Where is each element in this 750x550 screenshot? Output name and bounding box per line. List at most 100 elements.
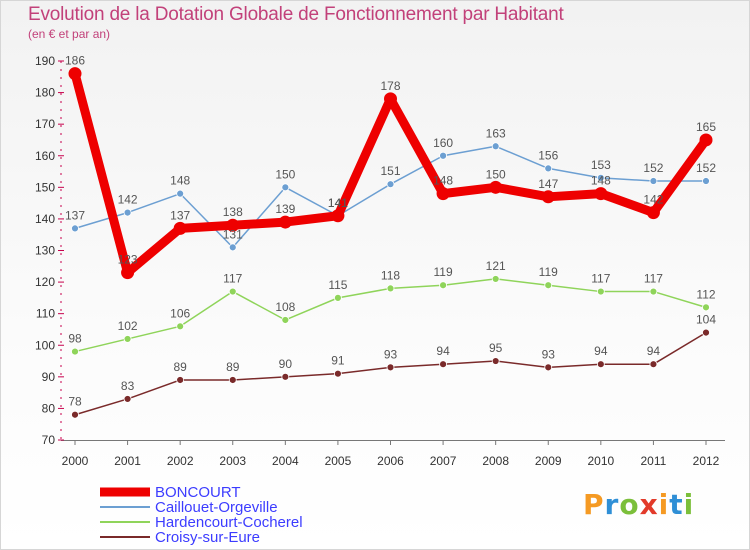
data-label-hardencourt-cocherel: 119 <box>539 265 558 279</box>
data-label-hardencourt-cocherel: 119 <box>434 265 453 279</box>
data-point-hardencourt-cocherel <box>123 335 132 343</box>
data-point-caillouet-orgeville <box>281 183 290 192</box>
data-label-boncourt: 123 <box>118 253 138 267</box>
data-point-boncourt <box>121 266 135 280</box>
data-point-caillouet-orgeville <box>176 189 185 198</box>
x-tick-label: 2002 <box>167 454 194 468</box>
x-tick-label: 2006 <box>377 454 404 468</box>
data-label-hardencourt-cocherel: 117 <box>591 272 610 286</box>
data-label-croisy-sur-eure: 94 <box>594 344 608 358</box>
x-tick-label: 2005 <box>325 454 352 468</box>
data-label-caillouet-orgeville: 150 <box>275 167 295 181</box>
y-tick-label: 170 <box>35 117 55 131</box>
x-tick-label: 2009 <box>535 454 562 468</box>
legend-label-croisy-sur-eure: Croisy-sur-Eure <box>155 529 260 546</box>
y-tick-label: 140 <box>35 212 55 226</box>
y-tick-label: 110 <box>36 307 55 321</box>
x-tick-label: 2010 <box>587 454 614 468</box>
data-label-boncourt: 142 <box>643 193 663 207</box>
data-point-croisy-sur-eure <box>386 363 395 372</box>
y-tick-label: 130 <box>35 244 55 258</box>
data-label-caillouet-orgeville: 131 <box>223 227 243 241</box>
data-point-croisy-sur-eure <box>123 395 132 403</box>
data-point-caillouet-orgeville <box>439 151 447 160</box>
data-point-boncourt <box>699 133 713 147</box>
logo-letter: i <box>658 488 670 521</box>
data-label-caillouet-orgeville: 163 <box>486 126 506 140</box>
data-label-hardencourt-cocherel: 115 <box>328 278 347 292</box>
data-label-croisy-sur-eure: 93 <box>542 347 556 361</box>
data-point-croisy-sur-eure <box>71 410 79 419</box>
data-point-hardencourt-cocherel <box>71 347 79 356</box>
data-label-boncourt: 178 <box>380 79 400 93</box>
data-label-hardencourt-cocherel: 121 <box>486 259 506 273</box>
data-label-caillouet-orgeville: 142 <box>118 193 138 207</box>
x-tick-label: 2008 <box>482 454 509 468</box>
data-label-boncourt: 186 <box>65 54 85 68</box>
data-label-croisy-sur-eure: 104 <box>696 313 716 327</box>
y-tick-label: 160 <box>35 149 55 163</box>
series-line-croisy-sur-eure <box>74 331 707 416</box>
data-label-boncourt: 148 <box>591 174 611 188</box>
y-tick-label: 180 <box>35 86 55 100</box>
data-label-boncourt: 148 <box>433 174 453 188</box>
data-label-croisy-sur-eure: 83 <box>121 379 135 393</box>
x-tick-label: 2001 <box>114 454 141 468</box>
data-point-croisy-sur-eure <box>702 328 710 337</box>
data-label-croisy-sur-eure: 78 <box>68 395 82 409</box>
data-point-boncourt <box>384 92 397 106</box>
proxiti-logo: Proxiti <box>583 488 694 521</box>
data-point-croisy-sur-eure <box>596 360 605 369</box>
data-label-hardencourt-cocherel: 117 <box>644 272 663 286</box>
data-label-croisy-sur-eure: 93 <box>384 347 398 361</box>
data-point-caillouet-orgeville <box>544 164 553 173</box>
data-label-hardencourt-cocherel: 102 <box>118 319 138 333</box>
data-label-boncourt: 147 <box>538 177 558 191</box>
y-tick-label: 150 <box>35 180 55 194</box>
y-tick-label: 120 <box>35 275 55 289</box>
data-point-croisy-sur-eure <box>176 376 185 384</box>
data-label-boncourt: 137 <box>170 208 190 222</box>
x-tick-label: 2007 <box>430 454 457 468</box>
data-label-hardencourt-cocherel: 118 <box>381 268 400 282</box>
logo-letter: o <box>619 488 640 521</box>
data-label-croisy-sur-eure: 94 <box>436 344 450 358</box>
data-label-croisy-sur-eure: 90 <box>279 357 293 371</box>
data-label-croisy-sur-eure: 89 <box>226 360 240 374</box>
data-label-boncourt: 165 <box>696 120 716 134</box>
chart-subtitle: (en € et par an) <box>28 27 111 41</box>
data-point-caillouet-orgeville <box>386 180 395 189</box>
data-point-caillouet-orgeville <box>228 243 237 252</box>
data-label-hardencourt-cocherel: 112 <box>696 287 715 301</box>
data-label-hardencourt-cocherel: 117 <box>223 272 242 286</box>
data-point-hardencourt-cocherel <box>649 287 658 296</box>
data-label-caillouet-orgeville: 153 <box>591 158 611 172</box>
data-label-croisy-sur-eure: 95 <box>489 341 503 355</box>
data-point-croisy-sur-eure <box>439 360 447 369</box>
y-tick-label: 70 <box>42 433 56 447</box>
data-label-hardencourt-cocherel: 98 <box>68 332 82 346</box>
data-point-boncourt <box>173 221 187 235</box>
data-point-hardencourt-cocherel <box>491 275 500 283</box>
legend-label-boncourt: BONCOURT <box>155 484 241 501</box>
data-point-caillouet-orgeville <box>491 142 500 151</box>
legend-label-hardencourt-cocherel: Hardencourt-Cocherel <box>155 514 303 531</box>
data-label-hardencourt-cocherel: 106 <box>170 306 190 320</box>
data-point-hardencourt-cocherel <box>439 281 447 290</box>
x-tick-label: 2012 <box>693 454 720 468</box>
data-point-boncourt <box>541 190 555 204</box>
y-tick-label: 100 <box>35 338 55 352</box>
logo-letter: i <box>683 488 695 521</box>
data-point-croisy-sur-eure <box>544 363 553 372</box>
data-point-hardencourt-cocherel <box>334 293 342 302</box>
data-point-hardencourt-cocherel <box>544 281 553 290</box>
data-label-hardencourt-cocherel: 108 <box>275 300 295 314</box>
data-point-caillouet-orgeville <box>123 208 132 217</box>
data-point-boncourt <box>331 209 345 223</box>
data-point-boncourt <box>646 206 660 220</box>
data-point-boncourt <box>68 67 82 81</box>
x-tick-label: 2000 <box>62 454 89 468</box>
logo-letter: r <box>604 488 620 521</box>
logo-letter: x <box>639 488 659 521</box>
data-point-croisy-sur-eure <box>228 376 237 384</box>
